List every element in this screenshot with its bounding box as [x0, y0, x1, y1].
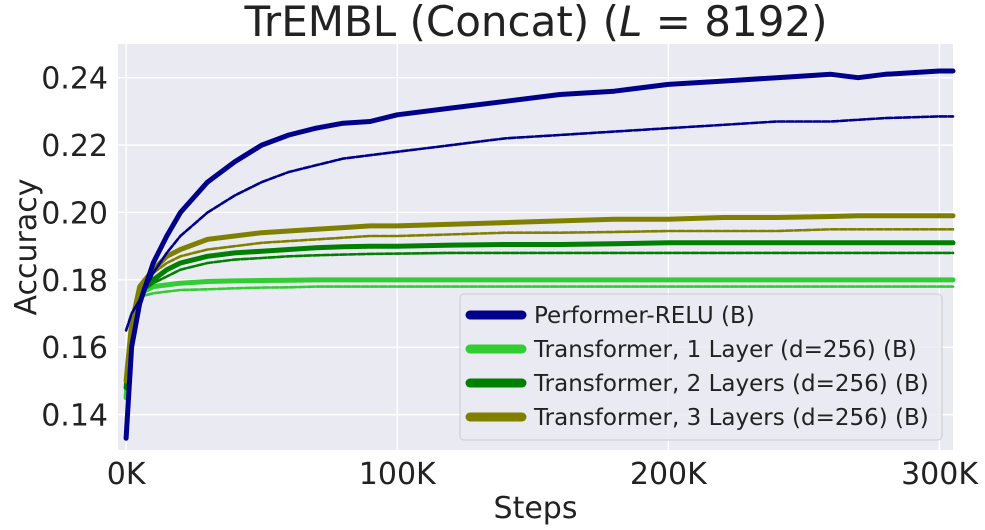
y-tick-label: 0.24	[41, 62, 108, 97]
x-tick-label: 100K	[359, 457, 437, 492]
legend-entry-label: Transformer, 1 Layer (d=256) (B)	[533, 337, 917, 363]
y-tick-label: 0.22	[41, 129, 108, 164]
series-line-transformer-1-layer-d-256-b	[123, 277, 956, 401]
chart-title-var: L	[619, 0, 642, 46]
series-line-transformer-1-layer-d-256-b-eval	[124, 285, 955, 390]
y-tick-label: 0.20	[41, 196, 108, 231]
series-line-transformer-3-layers-d-256-b-eval	[124, 228, 955, 376]
series-layer	[123, 68, 956, 441]
chart-title-rest: = 8192)	[642, 0, 827, 46]
series-line-transformer-2-layers-d-256-b-eval	[124, 251, 955, 383]
legend-entry-label: Transformer, 2 Layers (d=256) (B)	[533, 371, 929, 397]
legend-box	[459, 293, 943, 441]
x-tick-label: 0K	[107, 457, 147, 492]
x-axis-label: Steps	[494, 491, 578, 526]
chart-title-prefix: TrEMBL (Concat) (	[243, 0, 619, 46]
series-line-performer-relu-b	[123, 68, 956, 441]
x-tick-label: 300K	[901, 457, 979, 492]
y-axis-label: Accuracy	[9, 179, 44, 316]
series-line-transformer-2-layers-d-256-b	[123, 240, 956, 391]
legend-entry-label: Transformer, 3 Layers (d=256) (B)	[533, 405, 929, 431]
chart-title: TrEMBL (Concat) (L = 8192)	[243, 0, 827, 46]
y-tick-label: 0.14	[41, 399, 108, 434]
x-tick-label: 200K	[630, 457, 708, 492]
series-line-performer-relu-b-eval	[124, 115, 955, 332]
y-tick-label: 0.16	[41, 331, 108, 366]
y-tick-label: 0.18	[41, 264, 108, 299]
legend: Performer-RELU (B) Transformer, 1 Layer (…	[459, 293, 943, 441]
tick-labels: 0.14 0.16 0.18 0.20 0.22 0.24 0K 100K 200K 300K	[41, 62, 979, 492]
series-line-transformer-3-layers-d-256-b	[123, 213, 956, 384]
legend-entry-label: Performer-RELU (B)	[534, 303, 755, 329]
